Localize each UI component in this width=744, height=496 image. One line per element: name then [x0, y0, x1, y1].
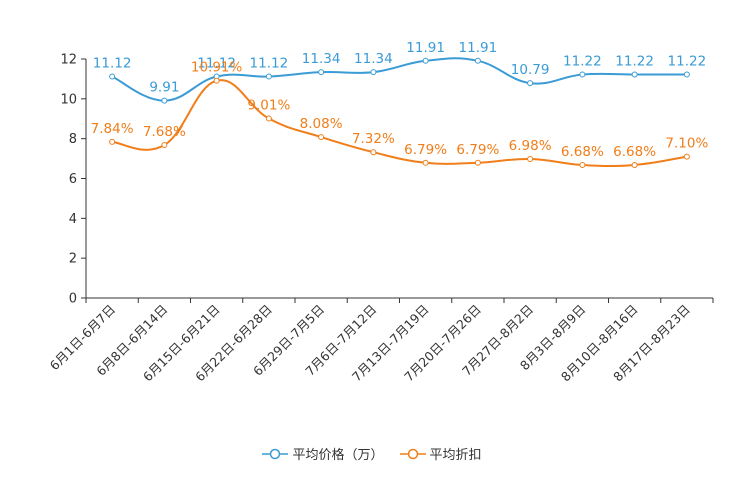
- y-tick-label: 2: [69, 252, 77, 267]
- data-label: 9.91: [149, 80, 179, 96]
- data-label: 11.22: [563, 54, 602, 70]
- data-label: 6.79%: [404, 142, 447, 158]
- series-line-0: [111, 57, 687, 102]
- data-label: 7.68%: [143, 124, 186, 140]
- data-point[interactable]: [422, 159, 429, 166]
- data-label: 6.98%: [509, 138, 552, 154]
- data-point[interactable]: [161, 142, 168, 149]
- data-label: 8.08%: [300, 116, 343, 132]
- y-tick-label: 8: [69, 132, 77, 147]
- data-label: 9.01%: [247, 98, 290, 114]
- data-point[interactable]: [579, 71, 586, 78]
- data-point[interactable]: [631, 161, 638, 168]
- data-label: 11.22: [668, 54, 707, 70]
- data-point[interactable]: [318, 69, 325, 76]
- data-point[interactable]: [370, 149, 377, 156]
- data-label: 6.68%: [561, 144, 604, 160]
- data-label: 11.12: [250, 56, 289, 72]
- data-point[interactable]: [683, 153, 690, 160]
- data-point[interactable]: [370, 69, 377, 76]
- y-tick-label: 6: [69, 172, 77, 187]
- data-label: 11.34: [354, 51, 393, 67]
- data-label: 6.79%: [456, 142, 499, 158]
- legend-price-line-icon: [262, 448, 289, 459]
- data-label: 7.10%: [665, 136, 708, 152]
- legend-discount-line-icon: [399, 448, 426, 459]
- data-label: 11.91: [459, 40, 498, 56]
- y-tick-label: 12: [60, 53, 77, 68]
- data-label: 11.22: [615, 54, 654, 70]
- data-point[interactable]: [422, 57, 429, 64]
- data-label: 11.91: [406, 40, 445, 56]
- data-point[interactable]: [527, 155, 534, 162]
- y-tick-label: 10: [60, 92, 77, 107]
- data-label: 11.12: [197, 56, 236, 72]
- data-point[interactable]: [579, 161, 586, 168]
- data-label: 7.84%: [91, 121, 134, 137]
- data-label: 10.91%: [191, 60, 243, 76]
- chart-legend: 平均价格（万） 平均折扣: [0, 444, 744, 463]
- data-point[interactable]: [161, 97, 168, 104]
- data-label: 6.68%: [613, 144, 656, 160]
- data-label: 11.34: [302, 51, 341, 67]
- data-point[interactable]: [474, 159, 481, 166]
- data-point[interactable]: [265, 115, 272, 122]
- legend-item-discount[interactable]: 平均折扣: [399, 444, 482, 463]
- legend-item-price[interactable]: 平均价格（万）: [262, 444, 384, 463]
- data-point[interactable]: [318, 134, 325, 141]
- data-label: 11.12: [93, 56, 132, 72]
- y-tick-label: 0: [69, 292, 77, 307]
- data-label: 10.79: [511, 62, 550, 78]
- data-point[interactable]: [213, 77, 220, 84]
- data-point[interactable]: [683, 71, 690, 78]
- data-label: 7.32%: [352, 131, 395, 147]
- data-point[interactable]: [265, 73, 272, 80]
- data-point[interactable]: [631, 71, 638, 78]
- data-point[interactable]: [527, 80, 534, 87]
- data-point[interactable]: [109, 138, 116, 145]
- data-point[interactable]: [109, 73, 116, 80]
- legend-label-discount: 平均折扣: [429, 448, 482, 463]
- y-tick-label: 4: [69, 212, 77, 227]
- legend-label-price: 平均价格（万）: [292, 448, 384, 463]
- data-point[interactable]: [474, 57, 481, 64]
